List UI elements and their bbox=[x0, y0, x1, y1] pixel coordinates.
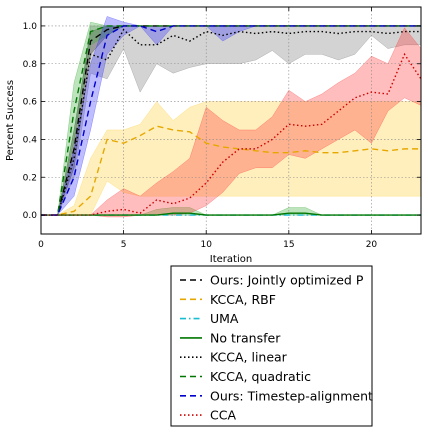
band-7 bbox=[41, 27, 421, 218]
band-1 bbox=[41, 101, 421, 216]
x-tick-label-3: 15 bbox=[283, 240, 294, 250]
legend-label-4: KCCA, linear bbox=[210, 350, 288, 365]
series-line-6 bbox=[41, 25, 421, 216]
legend-label-7: CCA bbox=[210, 408, 236, 423]
plot-border bbox=[40, 6, 422, 235]
y-tick-label-3: 0.6 bbox=[23, 98, 38, 108]
x-tick-label-4: 20 bbox=[366, 240, 378, 250]
series-line-3 bbox=[41, 212, 421, 216]
y-tick-label-1: 0.2 bbox=[23, 173, 37, 183]
legend-box bbox=[170, 265, 373, 427]
confidence-bands bbox=[41, 16, 421, 218]
x-tick-label-1: 5 bbox=[121, 240, 127, 250]
legend-label-3: No transfer bbox=[210, 330, 281, 345]
y-tick-label-5: 1.0 bbox=[23, 22, 38, 32]
legend-label-1: KCCA, RBF bbox=[210, 292, 276, 307]
tick-labels: 0 5 10 15 20 0.0 0.2 0.4 0.6 0.8 1.0 bbox=[23, 7, 421, 250]
plot-frame bbox=[40, 6, 422, 235]
y-tick-label-0: 0.0 bbox=[23, 211, 38, 221]
legend-label-2: UMA bbox=[210, 311, 239, 326]
series-line-1 bbox=[41, 125, 421, 216]
x-tick-label-0: 0 bbox=[38, 240, 44, 250]
legend-label-0: Ours: Jointly optimized P bbox=[210, 273, 364, 288]
series-lines bbox=[41, 25, 421, 216]
series-line-4 bbox=[41, 28, 421, 216]
legend: Ours: Jointly optimized P KCCA, RBF UMA No … bbox=[170, 265, 373, 427]
legend-label-6: Ours: Timestep-alignment bbox=[210, 388, 373, 403]
y-tick-label-4: 0.8 bbox=[23, 60, 38, 70]
legend-label-5: KCCA, quadratic bbox=[210, 369, 311, 384]
y-axis-label: Percent Success bbox=[5, 80, 16, 161]
x-tick-label-2: 10 bbox=[200, 240, 212, 250]
y-tick-label-2: 0.4 bbox=[23, 135, 38, 145]
x-axis-label: Iteration bbox=[210, 254, 252, 265]
